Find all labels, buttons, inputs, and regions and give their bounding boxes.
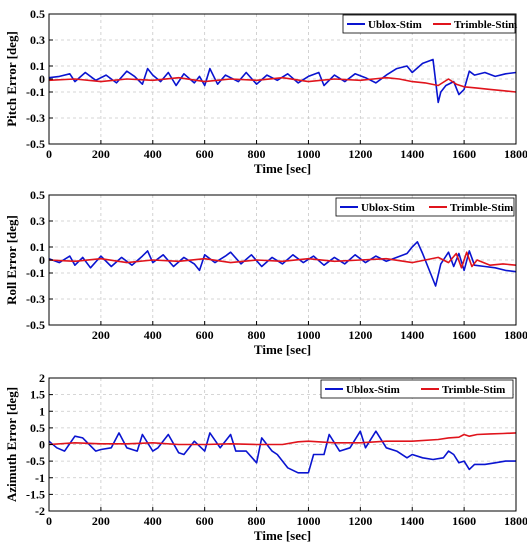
x-tick-label: 1600 xyxy=(452,514,476,528)
x-tick-label: 1200 xyxy=(348,147,372,161)
x-tick-label: 800 xyxy=(248,328,266,342)
y-tick-label: 0.3 xyxy=(30,33,45,47)
legend-box xyxy=(335,197,515,217)
y-tick-label: 1 xyxy=(39,404,45,418)
x-tick-label: 600 xyxy=(196,328,214,342)
y-tick-label: 0.1 xyxy=(30,59,45,73)
x-tick-label: 1800 xyxy=(504,328,527,342)
x-axis-label: Time [sec] xyxy=(254,342,311,357)
x-tick-label: 0 xyxy=(46,514,52,528)
legend: Ublox-Stim Trimble-Stim xyxy=(320,379,514,399)
y-tick-label: 1.5 xyxy=(30,388,45,402)
y-tick-label: 0.3 xyxy=(30,214,45,228)
azimuth-error-panel: 0 200 400 600 800 1000 1200 1400 1600 1800 2 1.5 1 0.… xyxy=(4,371,527,543)
legend-label-ublox-stim: Ublox-Stim xyxy=(368,19,422,31)
y-tick-label: 0.5 xyxy=(30,188,45,202)
x-tick-label: 1000 xyxy=(296,328,320,342)
y-tick-label: 0 xyxy=(39,253,45,267)
x-axis-label: Time [sec] xyxy=(254,528,311,543)
x-tick-label: 600 xyxy=(196,514,214,528)
y-tick-label: 0 xyxy=(39,72,45,86)
y-axis-label: Azimuth Error [deg] xyxy=(4,387,19,502)
x-tick-label: 800 xyxy=(248,514,266,528)
x-tick-label: 1800 xyxy=(504,147,527,161)
y-tick-label: 0 xyxy=(39,438,45,452)
legend: Ublox-Stim Trimble-Stim xyxy=(342,14,517,34)
x-tick-label: 200 xyxy=(92,514,110,528)
x-tick-label: 1800 xyxy=(504,514,527,528)
x-tick-label: 400 xyxy=(144,147,162,161)
x-tick-label: 200 xyxy=(92,328,110,342)
legend-box xyxy=(342,14,516,34)
x-tick-label: 400 xyxy=(144,514,162,528)
x-tick-label: 1600 xyxy=(452,147,476,161)
y-tick-label: -1 xyxy=(35,471,45,485)
y-tick-label: -0.1 xyxy=(26,266,45,280)
y-tick-label: -0.5 xyxy=(26,318,45,332)
legend-label-ublox-stim: Ublox-Stim xyxy=(346,384,400,396)
y-tick-label: -0.5 xyxy=(26,454,45,468)
x-tick-label: 1600 xyxy=(452,328,476,342)
x-tick-label: 1000 xyxy=(296,514,320,528)
legend: Ublox-Stim Trimble-Stim xyxy=(335,197,515,217)
series-line-ublox-stim xyxy=(48,241,517,287)
roll-error-panel: 200 400 600 800 1000 1200 1400 1600 1800 0.5 0.3 0.… xyxy=(4,188,527,357)
legend-label-ublox-stim: Ublox-Stim xyxy=(361,202,415,214)
y-tick-label: 2 xyxy=(39,371,45,385)
x-tick-label: 1400 xyxy=(400,328,424,342)
x-tick-label: 0 xyxy=(46,147,52,161)
plot-area xyxy=(49,195,516,325)
x-tick-label: 1400 xyxy=(400,514,424,528)
series-line-ublox-stim xyxy=(48,430,516,474)
y-axis-label: Pitch Error [deg] xyxy=(4,31,19,127)
y-tick-label: 0.1 xyxy=(30,240,45,254)
x-tick-label: 400 xyxy=(144,328,162,342)
x-axis-label: Time [sec] xyxy=(254,161,311,176)
y-tick-label: -0.5 xyxy=(26,137,45,151)
y-tick-label: -2 xyxy=(35,504,45,518)
y-tick-label: -0.1 xyxy=(26,85,45,99)
y-tick-label: -0.3 xyxy=(26,111,45,125)
pitch-error-panel: 0 200 400 600 800 1000 1200 1400 1600 1800 0.5 0.3 0… xyxy=(4,7,527,176)
series-line-trimble-stim xyxy=(48,76,517,93)
x-tick-label: 1000 xyxy=(296,147,320,161)
y-tick-label: 0.5 xyxy=(30,7,45,21)
y-tick-label: -1.5 xyxy=(26,487,45,501)
y-tick-label: 0.5 xyxy=(30,421,45,435)
x-tick-label: 800 xyxy=(248,147,266,161)
legend-box xyxy=(320,379,514,399)
legend-label-trimble-stim: Trimble-Stim xyxy=(454,19,517,31)
x-tick-label: 600 xyxy=(196,147,214,161)
x-tick-label: 200 xyxy=(92,147,110,161)
y-tick-label: -0.3 xyxy=(26,292,45,306)
series-line-trimble-stim xyxy=(48,432,517,446)
legend-label-trimble-stim: Trimble-Stim xyxy=(450,202,513,214)
x-tick-label: 1200 xyxy=(348,514,372,528)
series-line-trimble-stim xyxy=(48,251,517,269)
y-axis-label: Roll Error [deg] xyxy=(4,215,19,305)
x-tick-label: 1400 xyxy=(400,147,424,161)
legend-label-trimble-stim: Trimble-Stim xyxy=(442,384,505,396)
x-tick-label: 1200 xyxy=(348,328,372,342)
